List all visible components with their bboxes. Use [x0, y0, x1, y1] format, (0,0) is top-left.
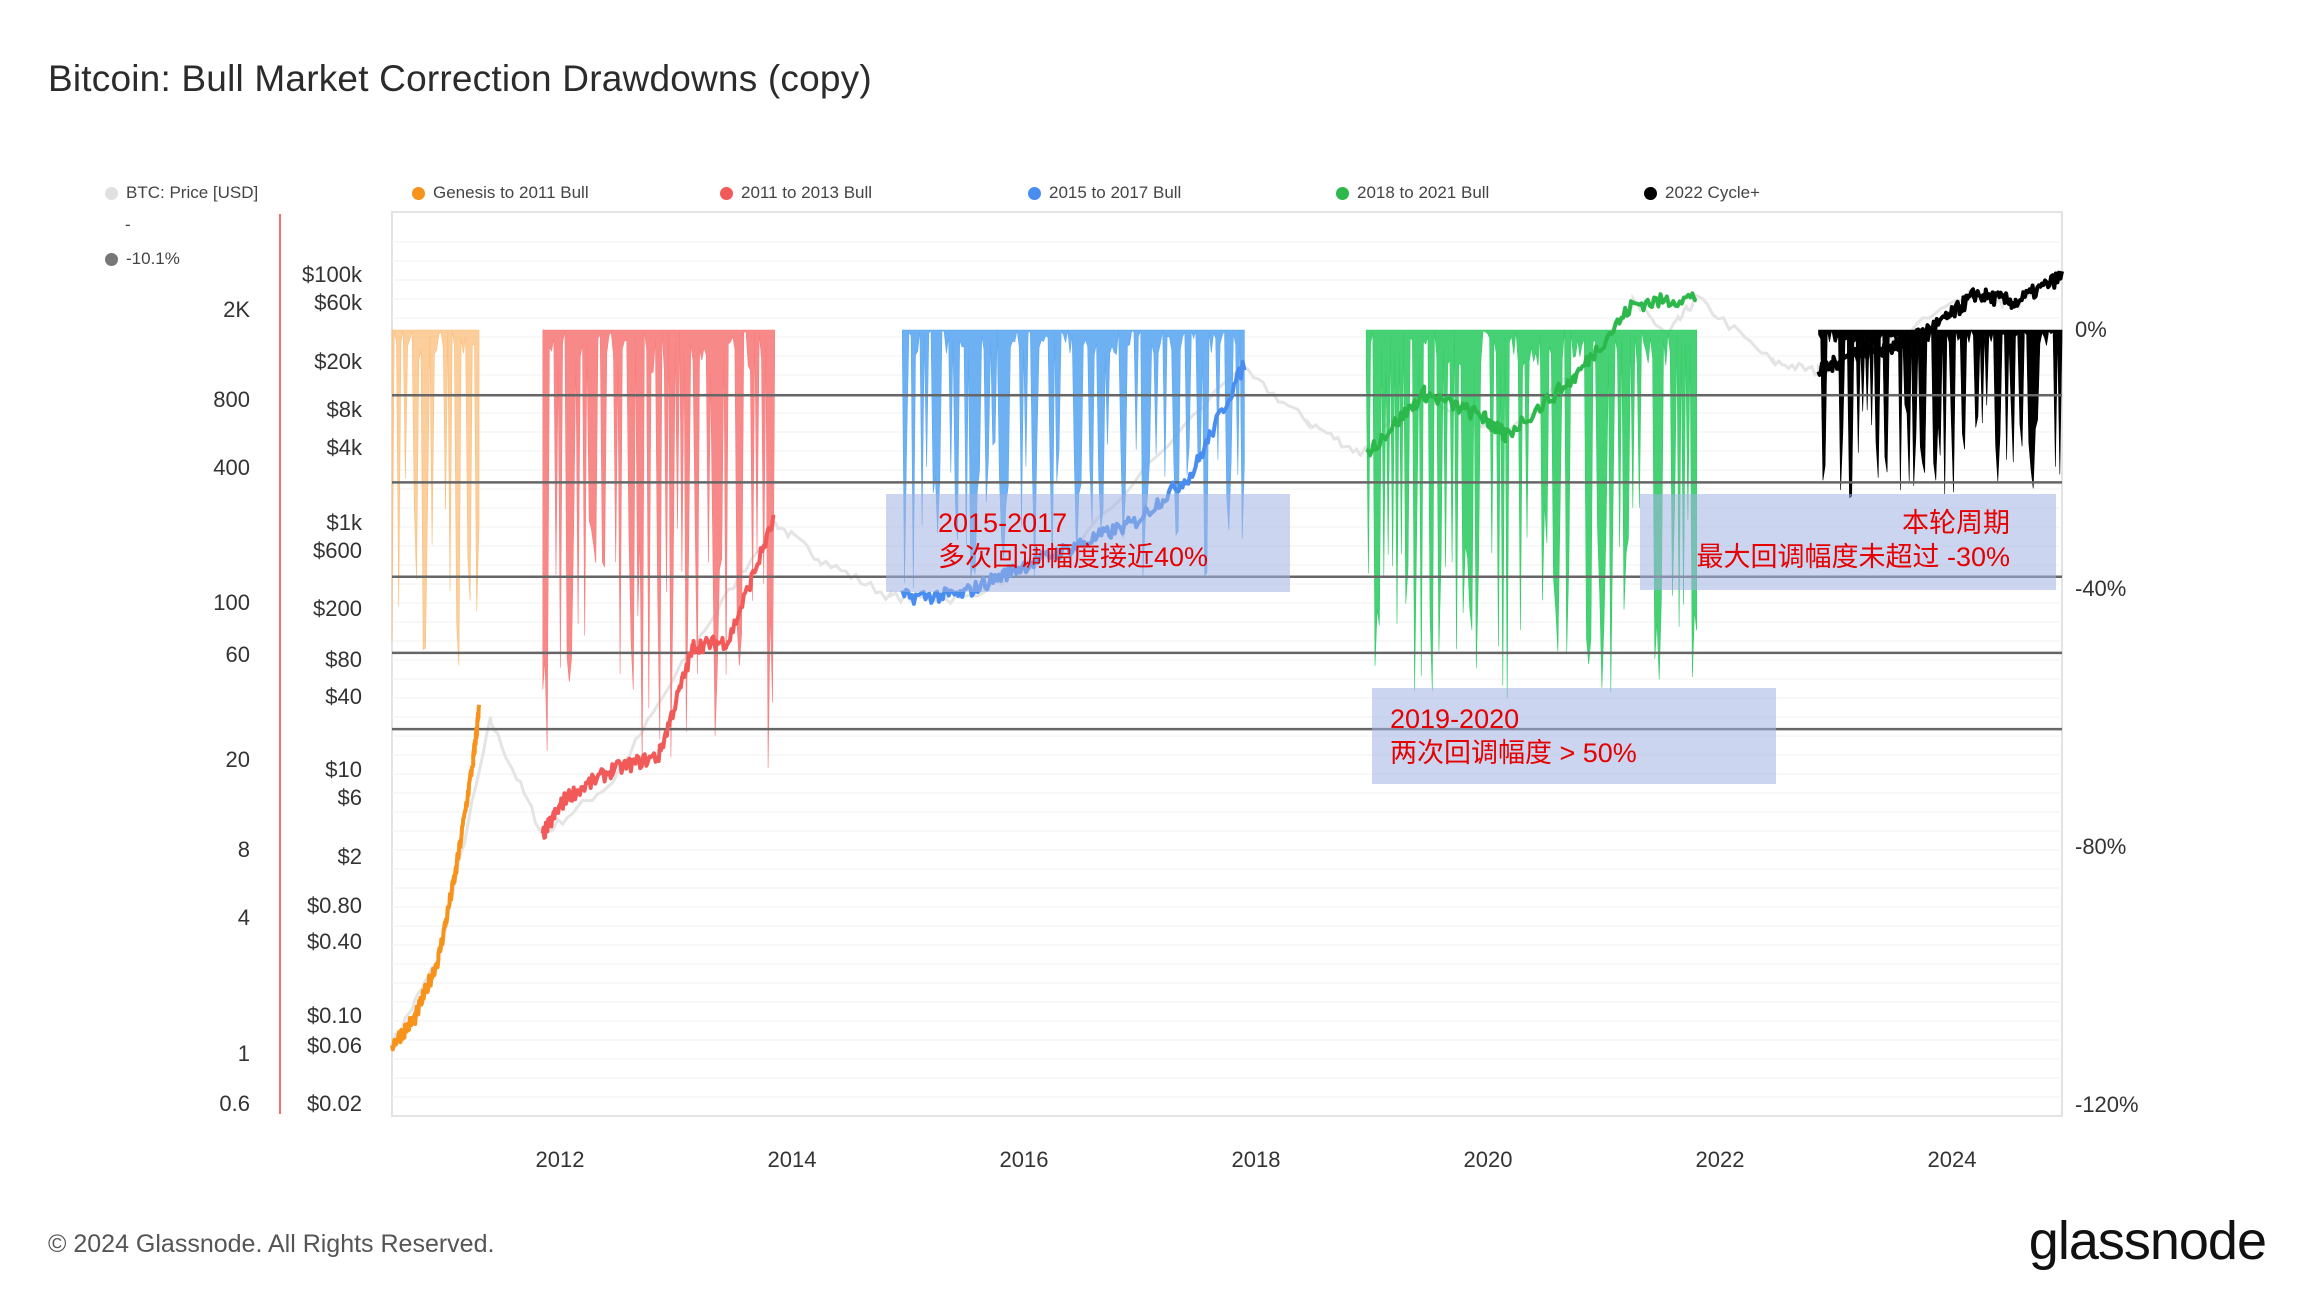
left-inner-tick-label: $0.40: [306, 929, 362, 954]
left-outer-tick-label: 400: [213, 455, 250, 480]
left-inner-tick-label: $6: [337, 785, 362, 810]
drawdown-area: [1365, 329, 1697, 699]
x-tick-label: 2018: [1231, 1147, 1281, 1172]
bull-price-line: [1365, 291, 1698, 458]
annotation-text-2015: 2015-2017 多次回调幅度接近40%: [938, 506, 1208, 574]
legend-dot-icon: [720, 186, 733, 200]
x-tick-label: 2014: [767, 1147, 817, 1172]
left-inner-tick-label: $600: [313, 538, 362, 563]
legend-item[interactable]: BTC: Price [USD]: [105, 183, 258, 203]
legend-item[interactable]: 2011 to 2013 Bull: [720, 183, 872, 203]
annotation-line2: 两次回调幅度 > 50%: [1390, 738, 1637, 768]
left-inner-tick-label: $200: [313, 596, 362, 621]
left-outer-tick-label: 2K: [223, 297, 250, 322]
right-tick-label: -40%: [2075, 576, 2127, 601]
legend-label: 2015 to 2017 Bull: [1049, 183, 1182, 202]
legend-item[interactable]: Genesis to 2011 Bull: [412, 183, 589, 203]
left-outer-tick-label: 8: [237, 837, 250, 862]
left-inner-tick-label: $1k: [326, 510, 362, 535]
left-inner-tick-label: $80: [325, 647, 362, 672]
left-inner-tick-label: $0.06: [306, 1033, 362, 1058]
right-tick-label: -80%: [2075, 834, 2127, 859]
left-outer-tick-label: 800: [213, 387, 250, 412]
annotation-text-current: 本轮周期 最大回调幅度未超过 -30%: [1670, 506, 2010, 574]
left-inner-tick-label: $40: [325, 684, 362, 709]
legend-label: 2022 Cycle+: [1665, 183, 1760, 202]
left-outer-tick-label: 0.6: [219, 1091, 250, 1116]
x-tick-label: 2020: [1463, 1147, 1513, 1172]
annotation-line2: 最大回调幅度未超过 -30%: [1696, 542, 2010, 572]
left-inner-tick-label: $4k: [326, 435, 362, 460]
legend-item[interactable]: 2018 to 2021 Bull: [1336, 183, 1489, 203]
left-inner-tick-label: $0.80: [306, 893, 362, 918]
legend-item[interactable]: 2015 to 2017 Bull: [1028, 183, 1181, 203]
chart-title: Bitcoin: Bull Market Correction Drawdown…: [48, 58, 872, 99]
left-outer-tick-label: 60: [225, 642, 250, 667]
bull-price-line: [1816, 270, 2064, 377]
legend-item[interactable]: -10.1%: [105, 249, 180, 269]
legend-dot-icon: [412, 186, 425, 200]
legend-dot-icon: [1644, 186, 1657, 200]
legend-label: 2011 to 2013 Bull: [741, 183, 873, 202]
legend-dot-icon: [105, 186, 118, 200]
legend-dot-icon: [105, 252, 118, 266]
left-outer-tick-label: 1: [237, 1041, 250, 1066]
annotation-line1: 本轮周期: [1902, 508, 2010, 538]
legend-dot-icon: [1336, 186, 1349, 200]
bull-price-line: [540, 514, 776, 840]
x-tick-label: 2016: [999, 1147, 1049, 1172]
left-inner-tick-label: $0.10: [306, 1003, 362, 1028]
left-inner-tick-label: $20k: [314, 349, 362, 374]
annotation-box-2019: [1372, 688, 1776, 784]
x-tick-label: 2024: [1927, 1147, 1977, 1172]
left-inner-tick-label: $8k: [326, 397, 362, 422]
legend-label: -: [125, 215, 131, 234]
right-tick-label: 0%: [2075, 317, 2107, 342]
annotation-line1: 2015-2017: [938, 508, 1068, 538]
left-inner-tick-label: $100k: [302, 262, 362, 287]
legend-label: -10.1%: [126, 249, 180, 268]
legend-label: Genesis to 2011 Bull: [433, 183, 589, 202]
left-inner-tick-label: $0.02: [306, 1091, 362, 1116]
left-inner-tick-label: $2: [337, 844, 362, 869]
annotation-box-current: [1640, 494, 2056, 590]
left-inner-tick-label: $10: [325, 757, 362, 782]
annotation-line1: 2019-2020: [1390, 704, 1520, 734]
x-tick-label: 2012: [535, 1147, 585, 1172]
left-outer-tick-label: 100: [213, 590, 250, 615]
left-outer-tick-label: 20: [225, 747, 250, 772]
glassnode-logo: glassnode: [2028, 1211, 2267, 1271]
legend-item[interactable]: -: [125, 215, 131, 235]
legend-label: BTC: Price [USD]: [126, 183, 259, 202]
annotation-line2: 多次回调幅度接近40%: [938, 542, 1209, 572]
x-tick-label: 2022: [1695, 1147, 1745, 1172]
legend-label: 2018 to 2021 Bull: [1357, 183, 1490, 202]
bull-price-line: [390, 704, 481, 1052]
left-inner-tick-label: $60k: [314, 290, 362, 315]
left-outer-tick-label: 4: [237, 905, 250, 930]
copyright-footer: © 2024 Glassnode. All Rights Reserved.: [48, 1230, 495, 1258]
annotation-text-2019: 2019-2020 两次回调幅度 > 50%: [1390, 702, 1637, 770]
drawdown-area: [1818, 329, 2063, 499]
legend-dot-icon: [1028, 186, 1041, 200]
right-tick-label: -120%: [2075, 1092, 2139, 1117]
annotation-box-2015: [886, 494, 1290, 592]
drawdown-area: [391, 329, 480, 666]
drawdown-area: [542, 329, 775, 770]
legend-item[interactable]: 2022 Cycle+: [1644, 183, 1760, 203]
